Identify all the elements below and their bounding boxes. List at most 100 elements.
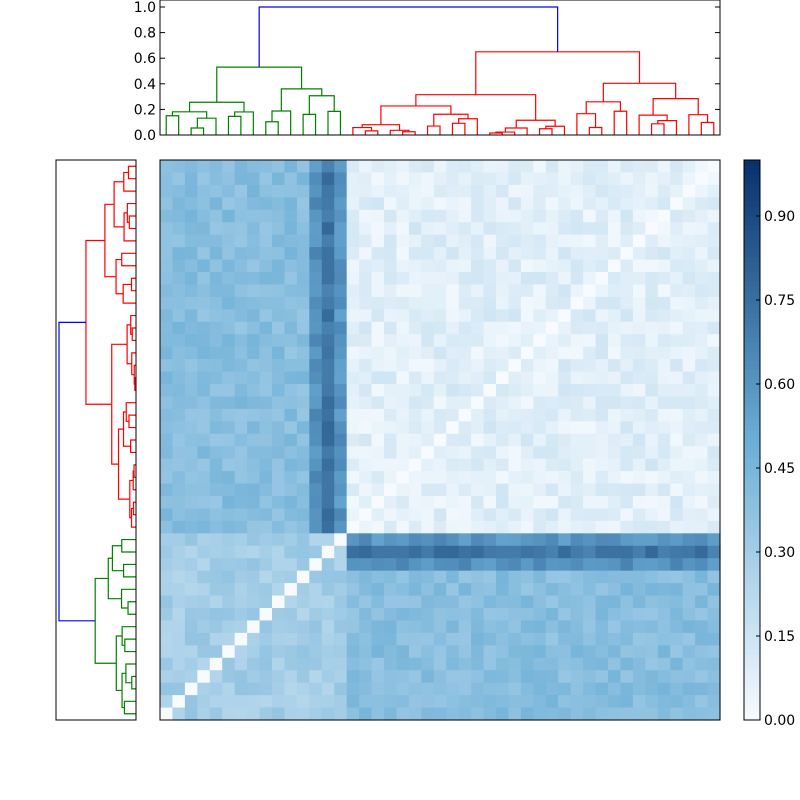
heatmap-cell bbox=[222, 558, 236, 572]
heatmap-cell bbox=[408, 508, 422, 522]
heatmap-cell bbox=[184, 496, 198, 510]
colorbar-swatch bbox=[744, 510, 760, 516]
heatmap-cell bbox=[334, 247, 348, 261]
heatmap-cell bbox=[408, 408, 422, 422]
heatmap-cell bbox=[284, 172, 298, 186]
heatmap-cell bbox=[446, 545, 460, 559]
heatmap-cell bbox=[408, 632, 422, 646]
heatmap-cell bbox=[608, 284, 622, 298]
colorbar-swatch bbox=[744, 696, 760, 702]
heatmap-cell bbox=[533, 520, 547, 534]
heatmap-cell bbox=[334, 520, 348, 534]
heatmap-cell bbox=[670, 371, 684, 385]
heatmap-cell bbox=[558, 583, 572, 597]
heatmap-cell bbox=[209, 471, 223, 485]
heatmap-cell bbox=[247, 259, 261, 273]
heatmap-cell bbox=[682, 309, 696, 323]
heatmap-cell bbox=[471, 421, 485, 435]
heatmap-cell bbox=[359, 570, 373, 584]
heatmap-cell bbox=[408, 184, 422, 198]
heatmap-cell bbox=[396, 620, 410, 634]
heatmap-cell bbox=[222, 272, 236, 286]
heatmap-cell bbox=[209, 695, 223, 709]
heatmap-cell bbox=[695, 583, 709, 597]
heatmap-cell bbox=[160, 483, 174, 497]
heatmap-cell bbox=[608, 334, 622, 348]
heatmap-cell bbox=[234, 259, 248, 273]
heatmap-cell bbox=[197, 359, 211, 373]
heatmap-cell bbox=[570, 508, 584, 522]
colorbar-swatch bbox=[744, 412, 760, 418]
heatmap-cell bbox=[670, 197, 684, 211]
heatmap-cell bbox=[570, 695, 584, 709]
heatmap-cell bbox=[184, 234, 198, 248]
heatmap-cell bbox=[558, 595, 572, 609]
heatmap-cell bbox=[670, 321, 684, 335]
heatmap-cell bbox=[608, 471, 622, 485]
heatmap-cell bbox=[321, 309, 335, 323]
heatmap-cell bbox=[197, 608, 211, 622]
heatmap-cell bbox=[371, 508, 385, 522]
colorbar-swatch bbox=[744, 673, 760, 679]
heatmap-cell bbox=[632, 608, 646, 622]
heatmap-cell bbox=[496, 234, 510, 248]
heatmap-cell bbox=[520, 583, 534, 597]
heatmap-cell bbox=[222, 707, 236, 721]
heatmap-cell bbox=[433, 508, 447, 522]
heatmap-cell bbox=[446, 707, 460, 721]
heatmap-cell bbox=[695, 259, 709, 273]
heatmap-cell bbox=[222, 172, 236, 186]
heatmap-cell bbox=[259, 496, 273, 510]
heatmap-cell bbox=[334, 384, 348, 398]
heatmap-cell bbox=[583, 570, 597, 584]
heatmap-cell bbox=[197, 533, 211, 547]
heatmap-cell bbox=[172, 309, 186, 323]
heatmap-cell bbox=[433, 408, 447, 422]
heatmap-cell bbox=[371, 433, 385, 447]
heatmap-cell bbox=[458, 408, 472, 422]
heatmap-cell bbox=[334, 371, 348, 385]
heatmap-cell bbox=[458, 608, 472, 622]
heatmap-cell bbox=[321, 632, 335, 646]
heatmap-cell bbox=[608, 632, 622, 646]
heatmap-cell bbox=[209, 707, 223, 721]
heatmap-cell bbox=[570, 371, 584, 385]
heatmap-cell bbox=[545, 707, 559, 721]
heatmap-cell bbox=[570, 632, 584, 646]
left-dendrogram-link bbox=[113, 181, 125, 228]
heatmap-cell bbox=[707, 695, 721, 709]
heatmap-cell bbox=[508, 707, 522, 721]
heatmap-cell bbox=[695, 458, 709, 472]
heatmap-cell bbox=[396, 197, 410, 211]
heatmap-cell bbox=[458, 234, 472, 248]
heatmap-cell bbox=[296, 296, 310, 310]
heatmap-cell bbox=[234, 284, 248, 298]
left-dendrogram-link bbox=[130, 314, 136, 335]
heatmap-cell bbox=[632, 160, 646, 174]
heatmap-cell bbox=[570, 321, 584, 335]
heatmap-cell bbox=[707, 446, 721, 460]
heatmap-cell bbox=[645, 645, 659, 659]
heatmap-cell bbox=[682, 595, 696, 609]
heatmap-cell bbox=[321, 371, 335, 385]
heatmap-cell bbox=[483, 695, 497, 709]
heatmap-cell bbox=[184, 483, 198, 497]
heatmap-cell bbox=[471, 359, 485, 373]
heatmap-cell bbox=[371, 172, 385, 186]
colorbar-swatch bbox=[744, 556, 760, 562]
colorbar-swatch bbox=[744, 645, 760, 651]
heatmap-cell bbox=[570, 421, 584, 435]
heatmap-cell bbox=[446, 645, 460, 659]
heatmap-cell bbox=[695, 483, 709, 497]
heatmap-cell bbox=[259, 433, 273, 447]
heatmap-cell bbox=[259, 670, 273, 684]
heatmap-cell bbox=[533, 707, 547, 721]
heatmap-cell bbox=[396, 184, 410, 198]
heatmap-cell bbox=[520, 334, 534, 348]
heatmap-cell bbox=[608, 595, 622, 609]
heatmap-cell bbox=[172, 645, 186, 659]
heatmap-cell bbox=[234, 458, 248, 472]
heatmap-cell bbox=[421, 421, 435, 435]
heatmap-cell bbox=[545, 458, 559, 472]
heatmap-cell bbox=[620, 421, 634, 435]
